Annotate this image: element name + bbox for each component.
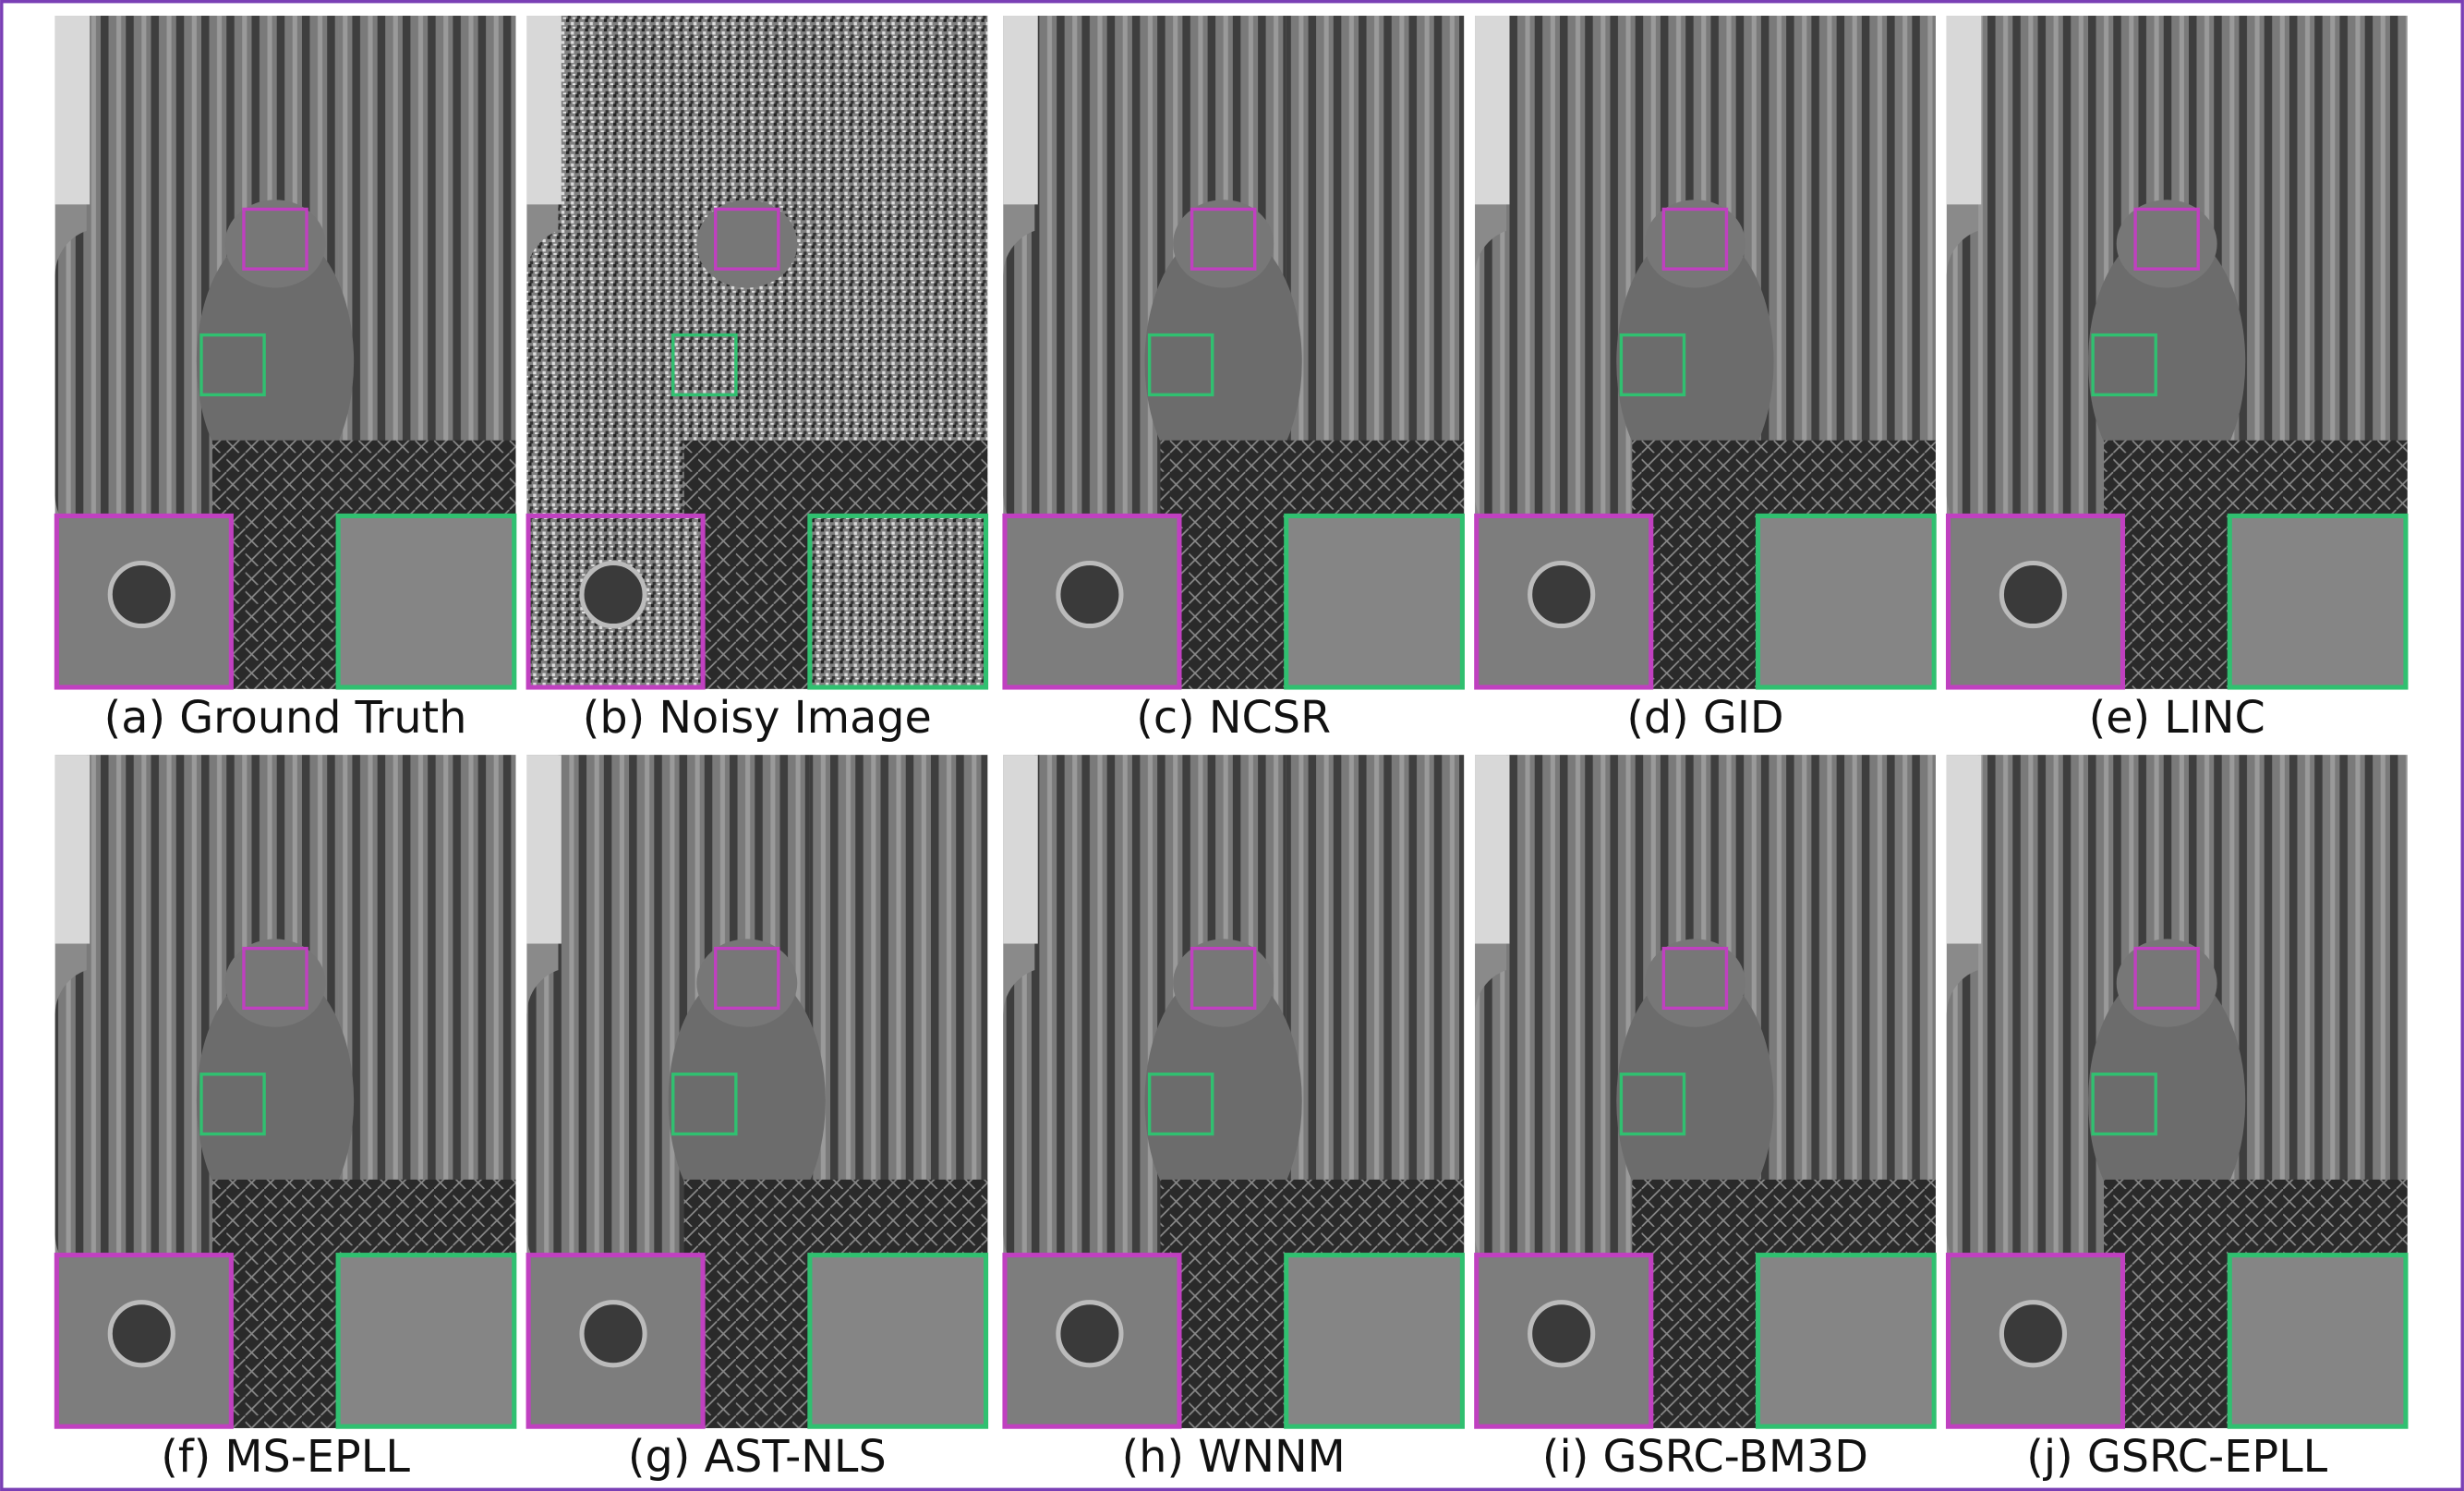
light-background bbox=[1475, 755, 1509, 943]
inset-body bbox=[338, 515, 514, 687]
inset-eye-iris bbox=[1058, 564, 1121, 626]
cactus-front bbox=[526, 228, 645, 543]
inset-body bbox=[1757, 515, 1934, 687]
inset-eye-iris bbox=[582, 564, 645, 626]
inset-body bbox=[810, 515, 986, 687]
owl-head bbox=[696, 939, 797, 1026]
owl-head bbox=[696, 200, 797, 287]
light-background bbox=[526, 16, 561, 204]
image-panel: (c) NCSR bbox=[1003, 16, 1464, 744]
image-panel: (i) GSRC-BM3D bbox=[1475, 755, 1936, 1483]
light-background bbox=[1003, 755, 1037, 943]
inset-eye-iris bbox=[110, 564, 173, 626]
inset-body bbox=[1757, 1255, 1934, 1427]
cactus-front bbox=[526, 967, 645, 1282]
cactus-front bbox=[1475, 967, 1593, 1282]
cactus-front bbox=[55, 967, 174, 1282]
cactus-front bbox=[55, 228, 174, 543]
inset-body bbox=[810, 1255, 986, 1427]
owl-head bbox=[1645, 200, 1745, 287]
panel-caption: (h) WNNM bbox=[1122, 1432, 1346, 1483]
inset-eye-iris bbox=[582, 1303, 645, 1365]
inset-body bbox=[2229, 515, 2406, 687]
panel-caption: (j) GSRC-EPLL bbox=[2026, 1432, 2327, 1483]
light-background bbox=[1003, 16, 1037, 204]
inset-body bbox=[1286, 1255, 1463, 1427]
light-background bbox=[1475, 16, 1509, 204]
image-panel: (b) Noisy Image bbox=[526, 16, 987, 744]
image-panel: (g) AST-NLS bbox=[526, 755, 987, 1483]
panel-caption: (g) AST-NLS bbox=[628, 1432, 887, 1483]
panel-caption: (b) Noisy Image bbox=[583, 693, 932, 744]
panel-caption: (a) Ground Truth bbox=[104, 693, 467, 744]
panel-caption: (i) GSRC-BM3D bbox=[1542, 1432, 1868, 1483]
image-panel: (a) Ground Truth bbox=[55, 16, 516, 744]
light-background bbox=[526, 755, 561, 943]
cactus-front bbox=[1475, 228, 1593, 543]
owl-head bbox=[225, 200, 326, 287]
inset-eye-iris bbox=[1058, 1303, 1121, 1365]
panel-caption: (f) MS-EPLL bbox=[161, 1432, 410, 1483]
owl-head bbox=[225, 939, 326, 1026]
inset-eye-iris bbox=[1530, 564, 1593, 626]
light-background bbox=[55, 755, 90, 943]
light-background bbox=[55, 16, 90, 204]
light-background bbox=[1947, 16, 1981, 204]
owl-head bbox=[2117, 200, 2217, 287]
image-panel: (j) GSRC-EPLL bbox=[1947, 755, 2408, 1483]
inset-eye-iris bbox=[2001, 1303, 2064, 1365]
image-panel: (e) LINC bbox=[1947, 16, 2408, 744]
panel-caption: (c) NCSR bbox=[1136, 693, 1331, 744]
inset-body bbox=[2229, 1255, 2406, 1427]
panel-grid: (a) Ground Truth (b) Noisy Image (c) NCSR (… bbox=[55, 16, 2408, 1483]
inset-eye-iris bbox=[1530, 1303, 1593, 1365]
image-panel: (h) WNNM bbox=[1003, 755, 1464, 1483]
owl-head bbox=[2117, 939, 2217, 1026]
image-panel: (f) MS-EPLL bbox=[55, 755, 516, 1483]
inset-eye-iris bbox=[2001, 564, 2064, 626]
light-background bbox=[1947, 755, 1981, 943]
inset-body bbox=[1286, 515, 1463, 687]
cactus-front bbox=[1947, 228, 2065, 543]
cactus-front bbox=[1003, 967, 1121, 1282]
owl-head bbox=[1645, 939, 1745, 1026]
panel-caption: (e) LINC bbox=[2089, 693, 2265, 744]
image-panel: (d) GID bbox=[1475, 16, 1936, 744]
panel-caption: (d) GID bbox=[1626, 693, 1783, 744]
owl-head bbox=[1173, 939, 1274, 1026]
cactus-front bbox=[1947, 967, 2065, 1282]
inset-eye-iris bbox=[110, 1303, 173, 1365]
cactus-front bbox=[1003, 228, 1121, 543]
figure: (a) Ground Truth (b) Noisy Image (c) NCSR (… bbox=[0, 0, 2464, 1491]
owl-head bbox=[1173, 200, 1274, 287]
inset-body bbox=[338, 1255, 514, 1427]
